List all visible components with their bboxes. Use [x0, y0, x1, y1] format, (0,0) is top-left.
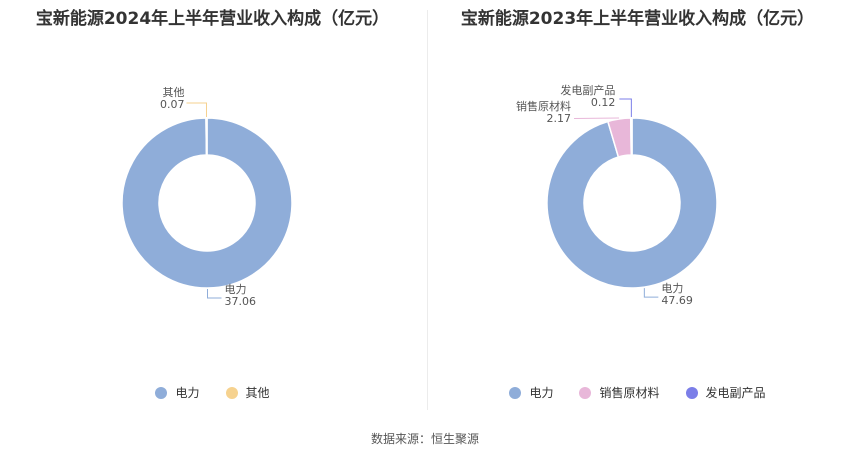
legend-swatch	[155, 386, 168, 399]
donut-slice-2	[205, 117, 208, 156]
leader-line-3	[619, 98, 632, 118]
legend-item[interactable]: 发电副产品	[685, 384, 766, 401]
legend-item[interactable]: 其他	[225, 384, 270, 401]
slice-label-value: 2.17	[547, 112, 572, 125]
slice-label-category: 电力	[661, 282, 683, 295]
donut-slice-3	[629, 117, 633, 156]
chart-title-2023: 宝新能源2023年上半年营业收入构成（亿元）	[460, 9, 815, 29]
chart-panel-2023: 宝新能源2023年上半年营业收入构成（亿元） 电力 47.69 销售原材料 2.17 发…	[425, 0, 850, 420]
legend-2024: 电力 其他	[0, 384, 425, 401]
legend-item[interactable]: 销售原材料	[579, 384, 660, 401]
chart-title-2024: 宝新能源2024年上半年营业收入构成（亿元）	[35, 9, 390, 29]
panel-divider	[427, 10, 428, 410]
slice-label-value: 0.12	[591, 96, 616, 109]
data-source-note: 数据来源：恒生聚源	[370, 432, 479, 446]
slice-label-value: 37.06	[225, 295, 256, 308]
legend-item[interactable]: 电力	[509, 384, 553, 401]
slice-label-category: 发电副产品	[560, 83, 615, 97]
legend-label: 电力	[175, 386, 200, 400]
slice-label-category: 电力	[225, 283, 247, 296]
leader-line-1	[643, 288, 659, 298]
legend-2023: 电力 销售原材料 发电副产品	[425, 384, 850, 401]
slice-label-category: 其他	[162, 86, 184, 99]
leader-line-2	[186, 102, 207, 118]
legend-label: 销售原材料	[599, 386, 660, 400]
donut-slice-1	[546, 117, 718, 289]
slice-label-value: 0.07	[160, 98, 185, 111]
legend-swatch	[509, 386, 522, 399]
legend-swatch	[685, 386, 698, 399]
chart-panel-2024: 宝新能源2024年上半年营业收入构成（亿元） 电力 37.06 其他 0.07 电力其…	[0, 0, 425, 420]
legend-swatch	[579, 386, 592, 399]
leader-line-1	[207, 288, 222, 299]
leader-line-2	[574, 117, 620, 119]
legend-swatch	[225, 386, 238, 399]
legend-item[interactable]: 电力	[155, 384, 200, 401]
legend-label: 电力	[529, 386, 554, 400]
legend-label: 发电副产品	[705, 386, 766, 400]
slice-label-category: 销售原材料	[516, 99, 571, 113]
legend-label: 其他	[245, 386, 270, 400]
slice-label-value: 47.69	[661, 294, 693, 307]
donut-slice-1	[121, 117, 293, 289]
